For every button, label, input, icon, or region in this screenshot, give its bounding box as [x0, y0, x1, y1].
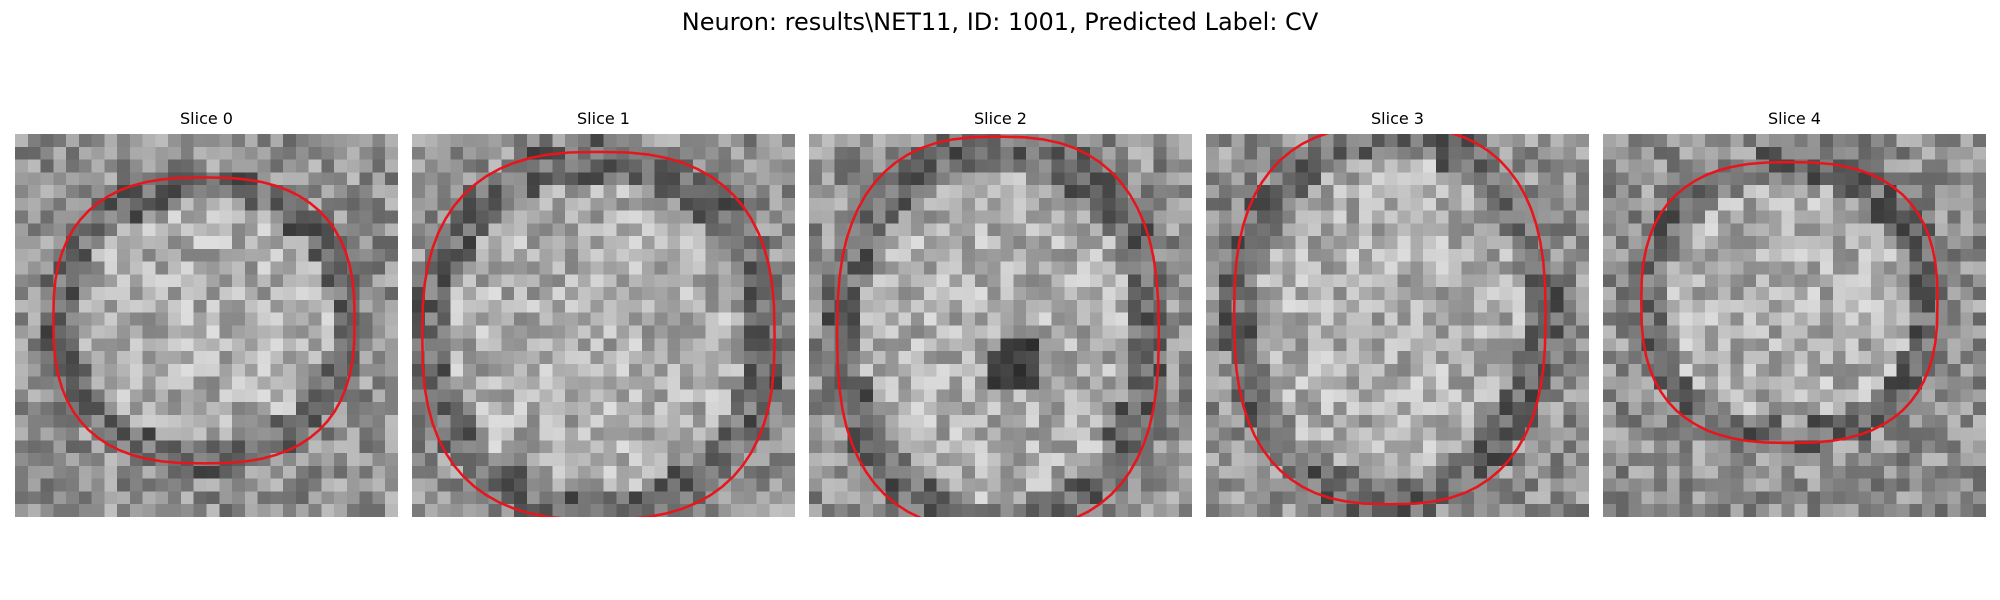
figure-title: Neuron: results\NET11, ID: 1001, Predict…: [681, 8, 1319, 36]
slice-title: Slice 1: [577, 109, 630, 128]
contour-outline: [1232, 134, 1547, 506]
contour-outline: [1640, 160, 1939, 445]
slice-panel-4: Slice 4: [1603, 108, 1986, 517]
contour-polygon: [420, 150, 776, 517]
slice-panel-2: Slice 2: [809, 108, 1192, 517]
slice-title: Slice 3: [1371, 109, 1424, 128]
slice-image: [1603, 134, 1986, 517]
contour-polygon: [1640, 160, 1939, 445]
slice-panel-0: Slice 0: [15, 108, 398, 517]
slice-image: [15, 134, 398, 517]
slice-image: [412, 134, 795, 517]
slice-title: Slice 2: [974, 109, 1027, 128]
slice-title: Slice 4: [1768, 109, 1821, 128]
slice-image: [809, 134, 1192, 517]
contour-outline: [420, 150, 776, 517]
contour-polygon: [1232, 134, 1547, 506]
slice-title: Slice 0: [180, 109, 233, 128]
contour-polygon: [52, 176, 356, 465]
contour-outline: [835, 135, 1161, 517]
slice-panel-1: Slice 1: [412, 108, 795, 517]
contour-outline: [52, 176, 356, 465]
contour-polygon: [835, 135, 1161, 517]
slice-panel-3: Slice 3: [1206, 108, 1589, 517]
